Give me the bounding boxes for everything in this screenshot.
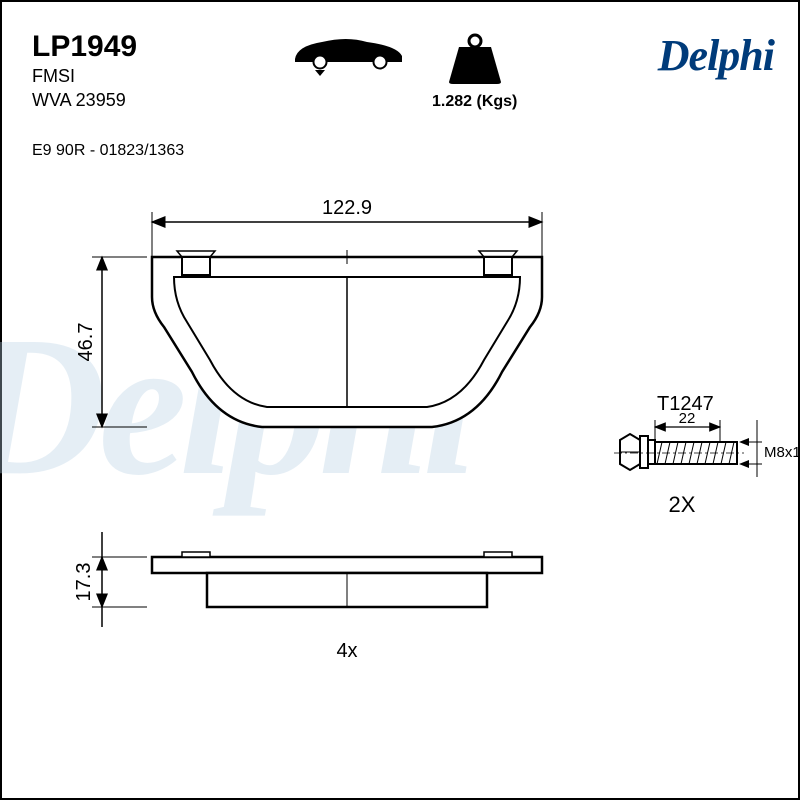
watermark-text: Delphi — [0, 292, 470, 521]
weight-label: 1.282 (Kgs) — [432, 93, 517, 111]
brake-pad-side-view: 17.3 — [73, 532, 542, 627]
bolt-thread-text: M8x1 — [764, 444, 800, 461]
brake-pad-front-view — [152, 250, 542, 427]
dim-height-text: 46.7 — [75, 323, 97, 362]
bolt-part-label: T1247 — [657, 393, 714, 415]
part-number: LP1949 — [32, 30, 137, 64]
car-front-axle-icon — [287, 34, 407, 81]
bolt-count-label: 2X — [669, 492, 696, 517]
weight-group: 1.282 (Kgs) — [432, 34, 517, 111]
bolt-length-text: 22 — [679, 410, 696, 427]
pad-count-label: 4x — [336, 640, 357, 662]
dim-width-text: 122.9 — [322, 197, 372, 219]
fmsi-label: FMSI — [32, 66, 75, 87]
brand-logo: Delphi — [658, 30, 774, 81]
wva-label: WVA 23959 — [32, 90, 126, 111]
technical-drawing: 122.9 46.7 — [2, 2, 800, 802]
bolt-drawing: T1247 22 M8x1 — [614, 393, 800, 517]
dim-thickness-text: 17.3 — [73, 563, 95, 602]
certification-label: E9 90R - 01823/1363 — [32, 142, 184, 160]
